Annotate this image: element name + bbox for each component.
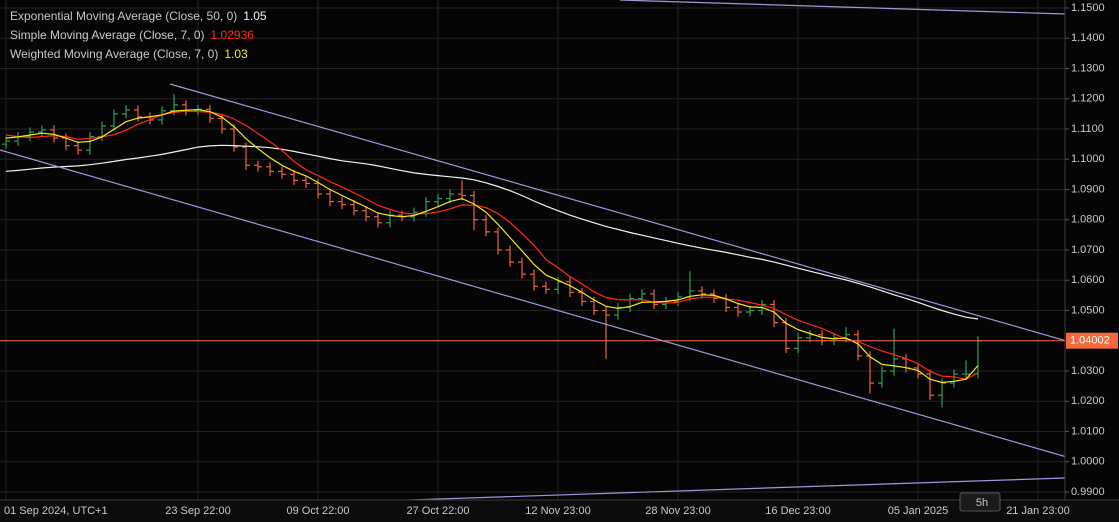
trend-line (619, 0, 1066, 15)
x-tick-label: 23 Sep 22:00 (165, 505, 230, 517)
current-price-box (1066, 332, 1118, 349)
x-tick-label: 27 Oct 22:00 (407, 505, 470, 517)
y-tick-label: 1.0300 (1071, 365, 1105, 377)
x-tick-label: 12 Nov 23:00 (525, 505, 590, 517)
moving-average-line (5, 108, 979, 384)
y-tick-label: 1.1100 (1071, 123, 1104, 135)
legend: Exponential Moving Average (Close, 50, 0… (10, 9, 267, 61)
y-tick-label: 1.1400 (1071, 32, 1105, 44)
legend-value: 1.05 (243, 9, 267, 23)
x-axis-panel (0, 500, 1119, 522)
moving-average-line (5, 110, 979, 380)
y-tick-label: 1.0500 (1071, 304, 1105, 316)
timeframe-button[interactable]: 5h (959, 492, 1001, 512)
axes: 1.1500 1.1400 1.1300 1.1200 1.1100 1.1000 1.09… (4, 2, 1118, 517)
y-tick-label: 1.0000 (1071, 456, 1105, 468)
plot-area (0, 94, 1065, 408)
trend-line (0, 149, 1119, 473)
current-price-label: 1.04002 (1070, 335, 1110, 347)
y-tick-label: 1.1300 (1071, 62, 1105, 74)
y-tick-label: 1.0900 (1071, 183, 1105, 195)
x-tick-label: 01 Sep 2024, UTC+1 (4, 505, 108, 517)
y-tick-label: 1.0800 (1071, 214, 1105, 226)
y-tick-label: 1.1200 (1071, 93, 1105, 105)
y-tick-label: 1.0600 (1071, 274, 1105, 286)
x-tick-label: 21 Jan 23:00 (1006, 505, 1070, 517)
x-tick-label: 16 Dec 23:00 (765, 505, 830, 517)
timeframe-label[interactable]: 5h (976, 497, 988, 509)
legend-label: Simple Moving Average (Close, 7, 0) (10, 28, 205, 42)
legend-label: Exponential Moving Average (Close, 50, 0… (10, 9, 237, 23)
trend-line (169, 83, 1119, 357)
legend-value: 1.03 (224, 47, 248, 61)
timeframe-box[interactable] (959, 492, 1001, 512)
x-tick-label: 28 Nov 23:00 (645, 505, 710, 517)
y-tick-label: 0.9900 (1071, 486, 1105, 498)
x-tick-label: 09 Oct 22:00 (287, 505, 350, 517)
legend-label: Weighted Moving Average (Close, 7, 0) (10, 47, 218, 61)
y-axis-panel (1065, 0, 1119, 522)
x-tick-label: 05 Jan 2025 (888, 505, 949, 517)
legend-value: 1.02936 (211, 28, 255, 42)
y-tick-label: 1.1500 (1071, 2, 1105, 14)
y-tick-label: 1.0100 (1071, 425, 1105, 437)
moving-average-line (5, 144, 979, 320)
y-tick-label: 1.0700 (1071, 244, 1105, 256)
y-tick-label: 1.1000 (1071, 153, 1105, 165)
y-tick-label: 1.0200 (1071, 395, 1105, 407)
